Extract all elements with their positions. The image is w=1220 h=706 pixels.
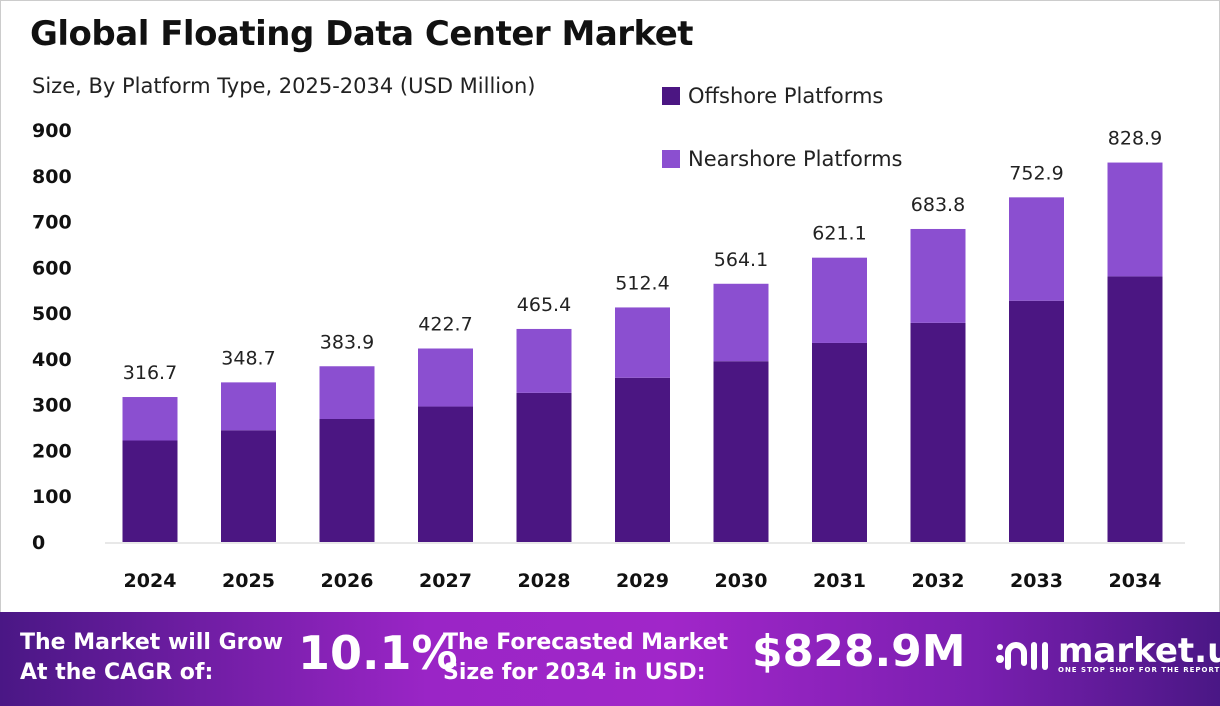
- x-tick-label: 2024: [124, 570, 177, 592]
- x-tick-label: 2031: [813, 570, 866, 592]
- data-label-total: 422.7: [418, 313, 472, 335]
- data-label-total: 564.1: [714, 249, 768, 271]
- legend-label: Nearshore Platforms: [688, 147, 903, 171]
- x-tick-label: 2028: [518, 570, 571, 592]
- bar-offshore-2025: [221, 430, 276, 542]
- bar-nearshore-2031: [812, 257, 867, 343]
- legend-label: Offshore Platforms: [688, 84, 884, 108]
- chart-subtitle: Size, By Platform Type, 2025-2034 (USD M…: [32, 74, 536, 98]
- x-tick-label: 2032: [912, 570, 965, 592]
- bar-chart: 0 100 200 300 400 500 600 700 800 900 316.7 2024 348…: [32, 120, 1185, 592]
- y-tick-label: 700: [32, 212, 72, 234]
- y-tick-label: 200: [32, 440, 72, 462]
- legend-swatch-nearshore: [662, 150, 680, 168]
- x-tick-label: 2033: [1010, 570, 1063, 592]
- bar-offshore-2027: [418, 406, 473, 542]
- forecast-label-line: The Forecasted Market: [443, 630, 729, 655]
- y-tick-label: 0: [32, 532, 45, 554]
- chart-title: Global Floating Data Center Market: [30, 14, 694, 54]
- legend-item-nearshore: Nearshore Platforms: [662, 147, 903, 171]
- bar-nearshore-2030: [713, 283, 769, 362]
- data-label-total: 512.4: [615, 272, 669, 294]
- data-label-total: 465.4: [517, 294, 571, 316]
- forecast-value: $828.9M: [752, 626, 966, 677]
- cagr-value: 10.1%: [298, 626, 458, 680]
- data-label-total: 683.8: [911, 194, 965, 216]
- y-tick-label: 400: [32, 349, 72, 371]
- bar-nearshore-2024: [122, 397, 178, 441]
- forecast-label: The Forecasted Market Size for 2034 in U…: [443, 628, 728, 688]
- x-tick-label: 2026: [321, 570, 374, 592]
- bar-offshore-2024: [122, 440, 178, 542]
- bar-nearshore-2029: [615, 307, 670, 378]
- data-label-total: 828.9: [1108, 128, 1162, 150]
- bar-offshore-2030: [713, 361, 769, 542]
- bar-nearshore-2034: [1107, 162, 1163, 277]
- bar-offshore-2028: [516, 392, 572, 542]
- bar-nearshore-2028: [516, 328, 572, 393]
- y-tick-label: 100: [32, 486, 72, 508]
- legend-swatch-offshore: [662, 87, 680, 105]
- cagr-label-line: At the CAGR of:: [20, 660, 214, 685]
- bar-nearshore-2025: [221, 382, 276, 431]
- y-tick-label: 300: [32, 395, 72, 417]
- x-tick-label: 2034: [1109, 570, 1162, 592]
- data-label-total: 621.1: [812, 223, 866, 245]
- footer-banner: The Market will Grow At the CAGR of: 10.…: [0, 612, 1220, 706]
- y-tick-label: 900: [32, 120, 72, 142]
- logo-text: market.us: [1058, 631, 1220, 671]
- bar-offshore-2029: [615, 377, 670, 542]
- x-tick-label: 2025: [222, 570, 275, 592]
- bar-offshore-2034: [1107, 276, 1163, 542]
- data-label-total: 348.7: [221, 347, 275, 369]
- x-tick-label: 2027: [419, 570, 472, 592]
- logo-tagline: ONE STOP SHOP FOR THE REPORTS: [1058, 666, 1220, 674]
- bar-nearshore-2032: [910, 228, 966, 323]
- bar-nearshore-2026: [319, 366, 375, 419]
- y-tick-label: 600: [32, 257, 72, 279]
- data-label-total: 752.9: [1009, 162, 1063, 184]
- bar-nearshore-2027: [418, 348, 473, 407]
- y-tick-label: 800: [32, 166, 72, 188]
- market-us-logo: market.us ONE STOP SHOP FOR THE REPORTS: [994, 631, 1220, 674]
- x-tick-label: 2029: [616, 570, 669, 592]
- legend-item-offshore: Offshore Platforms: [662, 84, 883, 108]
- bar-nearshore-2033: [1009, 197, 1064, 301]
- bar-offshore-2032: [910, 322, 966, 542]
- logo-icon: [996, 642, 1048, 670]
- data-label-total: 383.9: [320, 331, 374, 353]
- y-tick-label: 500: [32, 303, 72, 325]
- cagr-label: The Market will Grow At the CAGR of:: [20, 628, 283, 688]
- bar-offshore-2026: [319, 418, 375, 542]
- bar-offshore-2033: [1009, 300, 1064, 542]
- cagr-label-line: The Market will Grow: [20, 630, 283, 655]
- x-tick-label: 2030: [715, 570, 768, 592]
- bar-offshore-2031: [812, 342, 867, 542]
- forecast-label-line: Size for 2034 in USD:: [443, 660, 706, 685]
- data-label-total: 316.7: [123, 362, 177, 384]
